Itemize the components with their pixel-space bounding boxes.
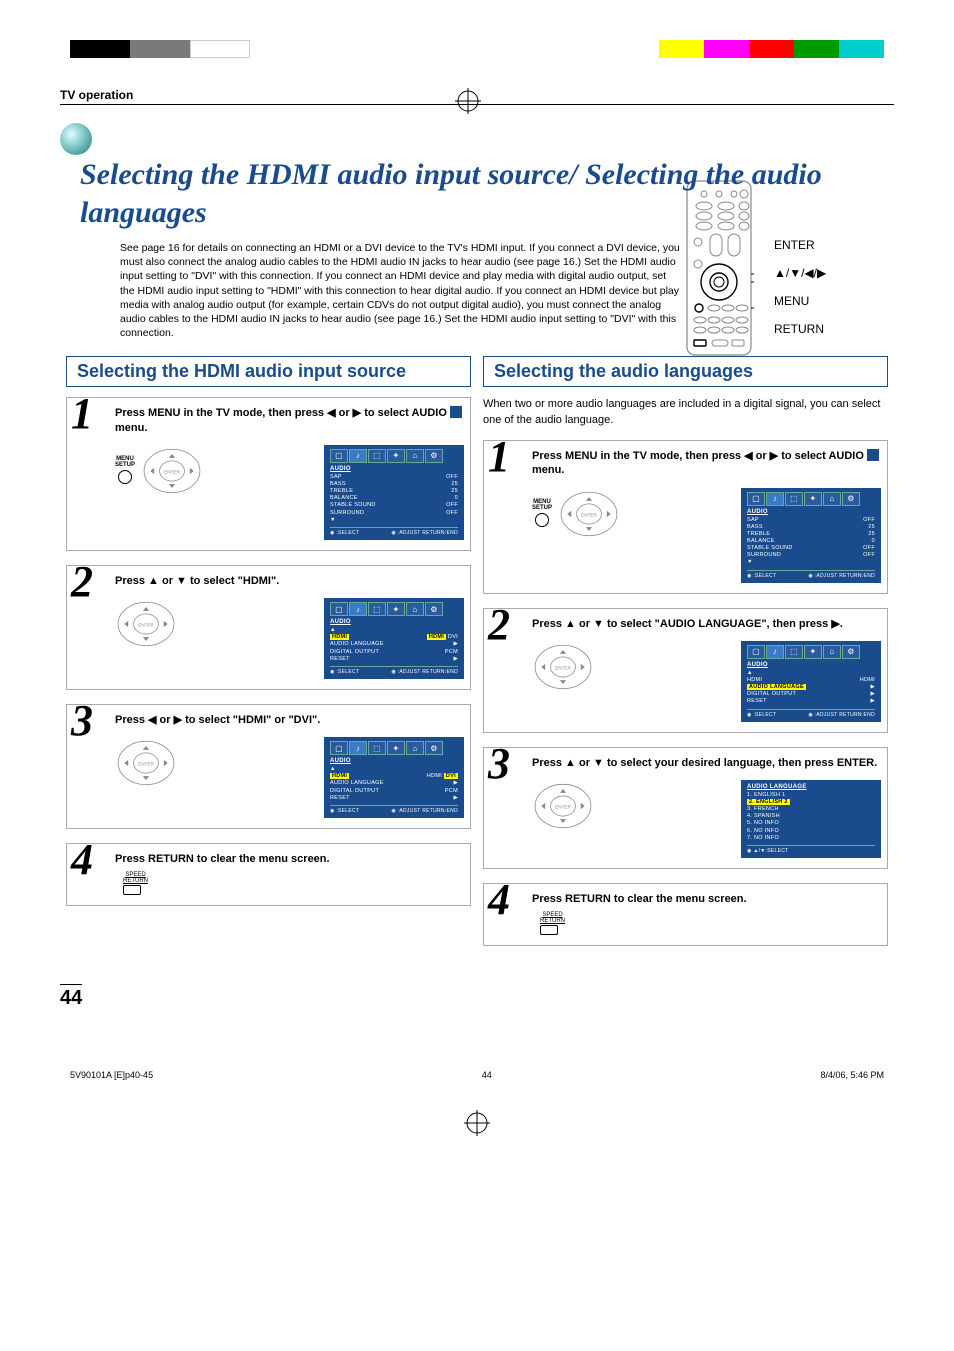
osd-menu: ▢♪⬚✦⌂⚙ AUDIO ▲HDMIHDMI DVIAUDIO LANGUAGE…	[324, 598, 464, 679]
intro-paragraph: See page 16 for details on connecting an…	[120, 241, 680, 340]
osd-menu: ▢♪⬚✦⌂⚙ AUDIO SAPOFFBASS25TREBLE25BALANCE…	[324, 445, 464, 540]
dpad-icon: ENTER	[141, 445, 203, 497]
svg-text:ENTER: ENTER	[138, 761, 154, 766]
left-col-title: Selecting the HDMI audio input source	[66, 356, 471, 387]
step-text: Press ▲ or ▼ to select "AUDIO LANGUAGE",…	[532, 617, 881, 631]
return-key-icon: SPEEDRETURN	[123, 872, 148, 895]
step-text: Press ▲ or ▼ to select your desired lang…	[532, 756, 881, 770]
remote-label-menu: MENU	[774, 294, 826, 308]
step-text: Press ◀ or ▶ to select "HDMI" or "DVI".	[115, 713, 464, 727]
step-text: Press RETURN to clear the menu screen.	[115, 852, 464, 866]
title-bullet-icon	[60, 123, 92, 155]
registration-bar-top	[0, 40, 954, 58]
osd-menu: ▢♪⬚✦⌂⚙ AUDIO ▲HDMIHDMI DVIAUDIO LANGUAGE…	[324, 737, 464, 818]
menu-setup-button: MENUSETUP	[532, 499, 552, 529]
svg-text:ENTER: ENTER	[581, 512, 597, 517]
step-number: 1	[488, 435, 510, 479]
step-4: 4 Press RETURN to clear the menu screen.…	[483, 883, 888, 946]
step-3: 3 Press ◀ or ▶ to select "HDMI" or "DVI"…	[66, 704, 471, 829]
right-intro: When two or more audio languages are inc…	[483, 397, 888, 428]
svg-text:ENTER: ENTER	[555, 804, 571, 809]
step-number: 3	[488, 742, 510, 786]
dpad-icon: ENTER	[532, 641, 594, 693]
step-number: 4	[488, 878, 510, 922]
osd-menu: ▢♪⬚✦⌂⚙ AUDIO SAPOFFBASS25TREBLE25BALANCE…	[741, 488, 881, 583]
dpad-icon: ENTER	[115, 737, 177, 789]
page-number: 44	[60, 984, 82, 1010]
osd-menu: AUDIO LANGUAGE 1. ENGLISH 12. ENGLISH 23…	[741, 780, 881, 858]
page-title: Selecting the HDMI audio input source/ S…	[80, 156, 894, 231]
step-2: 2 Press ▲ or ▼ to select "HDMI". ENTER ▢…	[66, 565, 471, 690]
left-column: Selecting the HDMI audio input source 1 …	[60, 356, 477, 960]
step-3: 3 Press ▲ or ▼ to select your desired la…	[483, 747, 888, 869]
audio-icon	[867, 449, 879, 461]
svg-text:ENTER: ENTER	[164, 469, 180, 474]
remote-label-arrows: ▲/▼/◀/▶	[774, 266, 826, 280]
step-text: Press RETURN to clear the menu screen.	[532, 892, 881, 906]
step-2: 2 Press ▲ or ▼ to select "AUDIO LANGUAGE…	[483, 608, 888, 733]
step-1: 1 Press MENU in the TV mode, then press …	[66, 397, 471, 551]
audio-icon	[450, 406, 462, 418]
svg-text:ENTER: ENTER	[138, 622, 154, 627]
footer: 5V90101A [E]p40-45 44 8/4/06, 5:46 PM	[0, 1070, 954, 1080]
footer-file: 5V90101A [E]p40-45	[70, 1070, 153, 1080]
step-1: 1 Press MENU in the TV mode, then press …	[483, 440, 888, 594]
step-text: Press MENU in the TV mode, then press ◀ …	[115, 406, 464, 435]
footer-page: 44	[482, 1070, 492, 1080]
dpad-icon: ENTER	[532, 780, 594, 832]
section-header: TV operation	[60, 88, 894, 105]
dpad-icon: ENTER	[115, 598, 177, 650]
step-4: 4 Press RETURN to clear the menu screen.…	[66, 843, 471, 906]
right-column: Selecting the audio languages When two o…	[477, 356, 894, 960]
return-key-icon: SPEEDRETURN	[540, 912, 565, 935]
step-text: Press ▲ or ▼ to select "HDMI".	[115, 574, 464, 588]
remote-label-enter: ENTER	[774, 238, 826, 252]
menu-setup-button: MENUSETUP	[115, 456, 135, 486]
footer-date: 8/4/06, 5:46 PM	[820, 1070, 884, 1080]
step-number: 3	[71, 699, 93, 743]
crop-mark-icon	[464, 1110, 490, 1136]
step-number: 2	[488, 603, 510, 647]
remote-label-return: RETURN	[774, 322, 826, 336]
dpad-icon: ENTER	[558, 488, 620, 540]
step-text: Press MENU in the TV mode, then press ◀ …	[532, 449, 881, 478]
svg-text:ENTER: ENTER	[555, 665, 571, 670]
step-number: 1	[71, 392, 93, 436]
osd-menu: ▢♪⬚✦⌂⚙ AUDIO ▲HDMIHDMIAUDIO LANGUAGE▶DIG…	[741, 641, 881, 722]
step-number: 4	[71, 838, 93, 882]
step-number: 2	[71, 560, 93, 604]
